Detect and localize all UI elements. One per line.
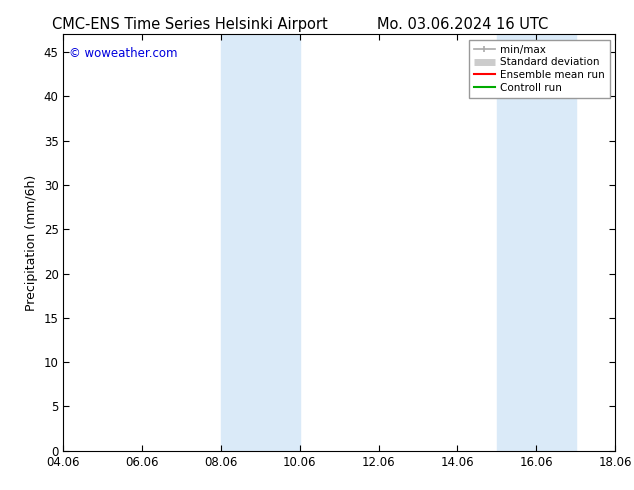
- Y-axis label: Precipitation (mm/6h): Precipitation (mm/6h): [25, 174, 38, 311]
- Text: © woweather.com: © woweather.com: [69, 47, 178, 60]
- Legend: min/max, Standard deviation, Ensemble mean run, Controll run: min/max, Standard deviation, Ensemble me…: [469, 40, 610, 98]
- Bar: [497, 34, 576, 451]
- Bar: [221, 34, 300, 451]
- Text: CMC-ENS Time Series Helsinki Airport: CMC-ENS Time Series Helsinki Airport: [53, 17, 328, 32]
- Text: Mo. 03.06.2024 16 UTC: Mo. 03.06.2024 16 UTC: [377, 17, 548, 32]
